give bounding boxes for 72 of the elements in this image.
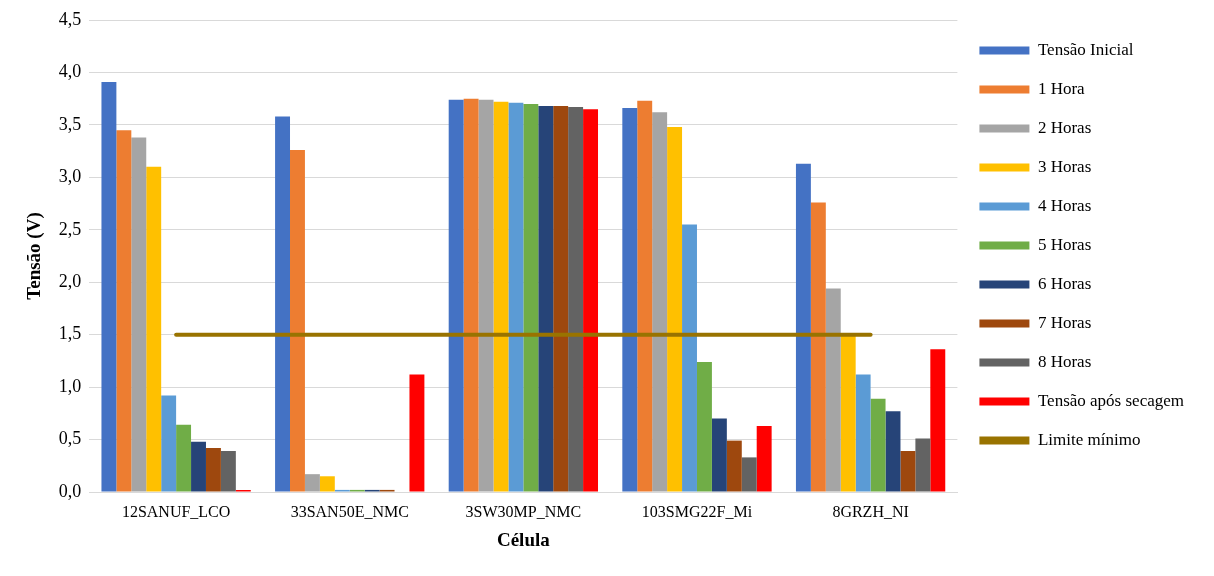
x-tick-label: 3SW30MP_NMC [465, 502, 582, 520]
bar [667, 126, 683, 492]
legend-label: 8 Horas [1037, 351, 1092, 371]
bar [290, 150, 305, 492]
bar [870, 398, 886, 492]
bar [840, 334, 856, 492]
y-tick-label: 2,5 [58, 218, 82, 239]
bar [696, 361, 712, 492]
x-tick-label: 12SANUF_LCO [121, 502, 231, 520]
legend-label: Tensão após secagem [1037, 390, 1185, 410]
bar [583, 109, 599, 492]
x-axis-title: Célula [496, 528, 551, 550]
bar [741, 457, 757, 492]
bar [885, 411, 901, 492]
bar [319, 476, 335, 492]
legend-label: 7 Horas [1037, 312, 1092, 332]
bar [930, 349, 946, 492]
y-tick-label: 3,0 [58, 166, 82, 187]
legend-label: Tensão Inicial [1037, 39, 1134, 59]
y-tick-label: 4,0 [58, 61, 82, 82]
bar [101, 81, 117, 492]
bar [637, 100, 653, 492]
bar [131, 137, 147, 492]
bar [478, 99, 494, 492]
bar [191, 441, 206, 492]
y-tick-label: 3,5 [58, 113, 82, 134]
bar [508, 102, 524, 492]
bar [756, 425, 772, 492]
y-tick-label: 4,5 [58, 8, 82, 29]
bar [726, 440, 742, 492]
legend-label: 2 Horas [1037, 117, 1092, 137]
bar [448, 99, 464, 492]
bar [855, 374, 871, 492]
bar [205, 447, 221, 492]
bar [220, 451, 236, 492]
legend-label: 4 Horas [1037, 195, 1092, 215]
x-tick-label: 33SAN50E_NMC [290, 502, 409, 520]
y-tick-label: 1,5 [58, 323, 82, 344]
bar [652, 112, 668, 492]
bar [409, 374, 425, 492]
x-tick-label: 103SMG22F_Mi [641, 502, 753, 520]
bar [523, 103, 539, 492]
x-tick-label: 8GRZH_NI [832, 502, 909, 520]
bar [493, 101, 509, 492]
legend-label: Limite mínimo [1037, 429, 1141, 449]
bar [463, 98, 479, 492]
bar [825, 288, 841, 492]
y-axis-title: Tensão (V) [23, 212, 46, 300]
bar [538, 106, 554, 492]
bar [116, 130, 132, 492]
bar [915, 438, 931, 492]
bar [795, 163, 811, 492]
legend-label: 6 Horas [1037, 273, 1092, 293]
bar [810, 202, 826, 492]
legend-label: 5 Horas [1037, 234, 1092, 254]
y-tick-label: 0,0 [58, 480, 82, 501]
bar [304, 474, 320, 492]
bar [146, 166, 162, 492]
legend-label: 1 Hora [1037, 78, 1086, 98]
bar [900, 451, 916, 492]
bar [161, 395, 177, 492]
y-tick-label: 2,0 [58, 270, 82, 291]
bar [553, 106, 569, 492]
bar [176, 424, 192, 492]
bar [568, 107, 584, 492]
y-tick-label: 1,0 [58, 375, 82, 396]
legend-label: 3 Horas [1037, 156, 1092, 176]
y-tick-label: 0,5 [58, 428, 82, 449]
bar [711, 418, 727, 492]
bar [682, 224, 697, 492]
bar [622, 108, 638, 492]
bar [275, 116, 291, 492]
